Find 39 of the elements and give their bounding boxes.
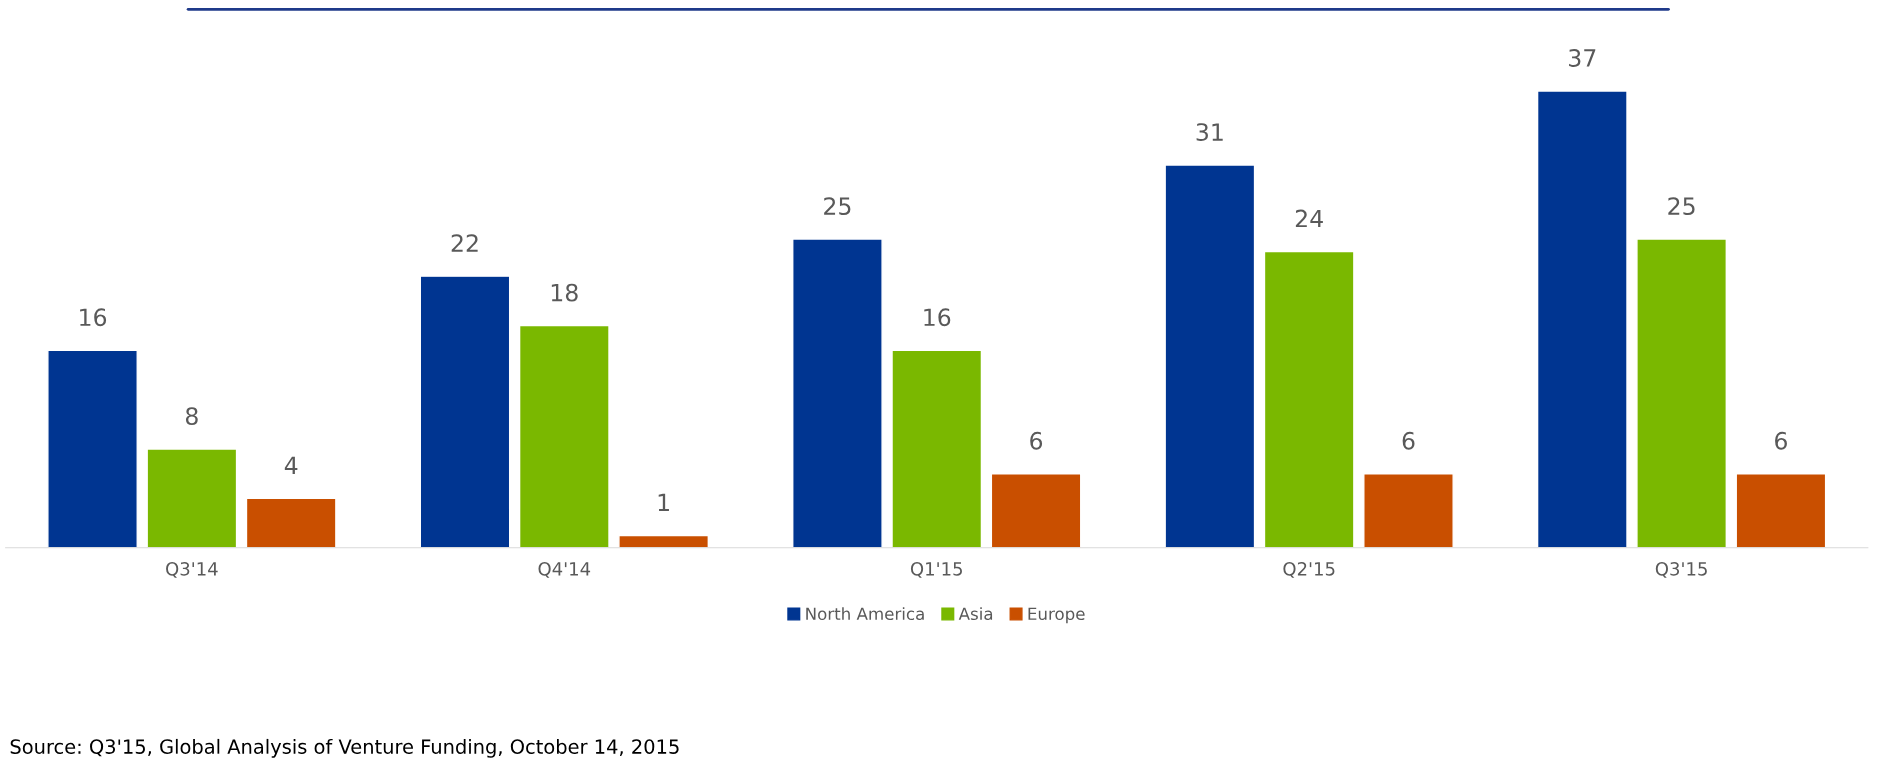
data-label: 31 xyxy=(1196,123,1223,141)
data-label: 24 xyxy=(1295,209,1323,228)
data-label: 22 xyxy=(451,234,478,252)
bar xyxy=(792,238,883,548)
legend-label: Asia xyxy=(958,607,993,621)
data-label: 8 xyxy=(185,407,198,425)
bar xyxy=(990,473,1082,548)
bar xyxy=(891,349,983,548)
legend-label: North America xyxy=(806,607,924,621)
data-label: 16 xyxy=(80,308,107,327)
data-label: 25 xyxy=(824,197,851,216)
bar xyxy=(1735,473,1827,548)
data-label: 16 xyxy=(924,308,951,327)
bar xyxy=(618,534,710,548)
data-label: 1 xyxy=(658,493,669,512)
x-tick-label: Q3'15 xyxy=(1655,561,1707,578)
x-tick-label: Q3'14 xyxy=(166,561,218,578)
data-label: 6 xyxy=(1775,431,1787,450)
x-tick-label: Q2'15 xyxy=(1283,561,1335,578)
x-tick-label: Q4'14 xyxy=(538,561,591,578)
legend-label: Europe xyxy=(1028,607,1085,624)
data-label: 6 xyxy=(1030,431,1043,450)
bar xyxy=(47,349,138,548)
bar xyxy=(146,448,238,548)
data-label: 18 xyxy=(551,283,578,302)
data-label: 37 xyxy=(1569,49,1596,67)
bar xyxy=(1636,238,1728,548)
bar xyxy=(1363,473,1454,548)
bar xyxy=(1263,250,1355,548)
data-label: 6 xyxy=(1402,431,1415,450)
x-tick-label: Q1'15 xyxy=(910,561,962,578)
bar xyxy=(419,275,511,548)
bar xyxy=(518,324,610,548)
data-label: 25 xyxy=(1668,197,1695,216)
source-note: Source: Q3'15, Global Analysis of Venture Funding, October 14, 2015 xyxy=(10,738,679,758)
bar xyxy=(1536,90,1628,548)
bar xyxy=(245,497,337,548)
bar xyxy=(1164,164,1256,548)
data-label: 4 xyxy=(284,456,298,475)
